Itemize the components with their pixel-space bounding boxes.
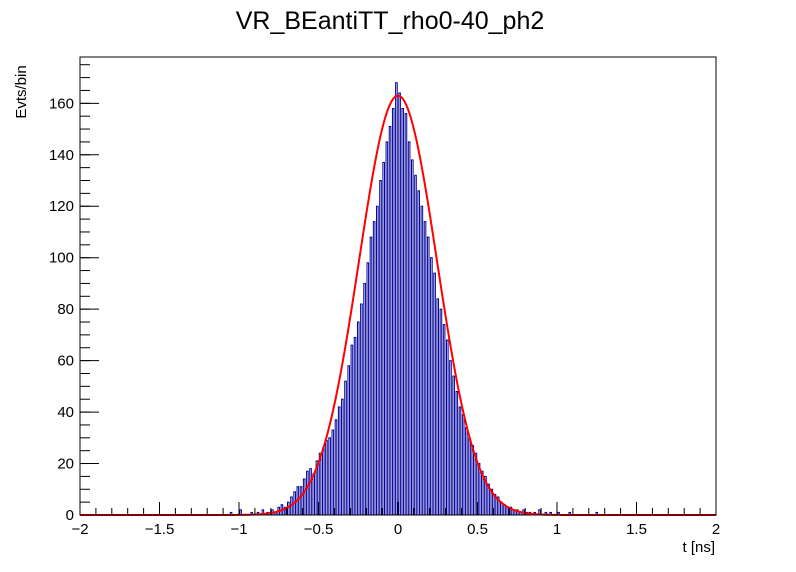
histogram-bin-56 (430, 257, 433, 516)
x-tick-label: 1 (553, 521, 561, 538)
histogram-bin-67 (465, 427, 468, 516)
histogram-bin-61 (446, 339, 449, 516)
histogram-bin-35 (363, 282, 366, 516)
histogram-bin-68 (468, 437, 471, 516)
y-tick-label: 40 (57, 404, 74, 421)
histogram-bin-41 (382, 161, 385, 516)
y-tick-label: 80 (57, 301, 74, 318)
histogram-bin-44 (391, 107, 395, 516)
x-tick-label: 1.5 (626, 521, 647, 538)
histogram-bin-62 (449, 360, 452, 516)
histogram-bin-32 (353, 336, 357, 516)
histogram-bin-16 (302, 478, 306, 516)
x-tick-label: −1 (230, 521, 247, 538)
histogram-bin-54 (423, 221, 427, 516)
histogram-bin-45 (395, 82, 398, 516)
histogram-bin-69 (471, 445, 475, 516)
histogram-bin-43 (388, 125, 392, 516)
histogram-bin-71 (477, 463, 481, 516)
y-tick-label: 140 (49, 147, 74, 164)
histogram-bin-23 (325, 439, 328, 516)
y-tick-label: 120 (49, 198, 74, 215)
histogram-bin-11 (287, 501, 290, 516)
histogram-bin-46 (398, 92, 401, 516)
histogram-bin-30 (347, 365, 351, 516)
histogram-bin-38 (372, 221, 376, 516)
x-tick-label: 0.5 (467, 521, 488, 538)
histogram-bin-28 (341, 398, 344, 516)
x-tick-label: 2 (712, 521, 720, 538)
plot-frame (79, 56, 717, 516)
fit-curve (80, 94, 716, 516)
x-axis-title: t [ns] (682, 539, 715, 556)
histogram-bin-53 (420, 205, 424, 516)
histogram-bin-29 (344, 380, 347, 516)
histogram-bin-22 (321, 447, 325, 516)
histogram-bin-19 (312, 473, 316, 516)
x-tick-label: 0 (394, 521, 402, 538)
histogram-bin-42 (385, 141, 389, 516)
x-tick-label: −1.5 (145, 521, 175, 538)
histogram-bin-17 (306, 470, 309, 516)
histogram-bin-26 (334, 419, 338, 516)
histogram-bin-66 (461, 414, 465, 516)
x-tick-label: −0.5 (304, 521, 334, 538)
histogram-bin-64 (455, 390, 459, 516)
histogram-bin-18 (309, 468, 312, 516)
histogram-bin-51 (414, 174, 417, 516)
histogram-bin-40 (379, 180, 382, 516)
histogram-bin-39 (376, 205, 379, 516)
histogram-bin-37 (369, 236, 373, 516)
histogram-bin-15 (299, 486, 303, 516)
histogram-bin-49 (407, 141, 411, 516)
y-axis-title: Evts/bin (13, 65, 30, 118)
chart-title: VR_BEantiTT_rho0-40_ph2 (236, 7, 545, 35)
histogram-bin-60 (442, 324, 446, 516)
histogram-bin-59 (439, 308, 443, 516)
y-tick-label: 60 (57, 353, 74, 370)
histogram-bin-25 (331, 429, 335, 516)
y-tick-label: 0 (66, 507, 74, 524)
histogram-bin-65 (458, 406, 462, 516)
histogram-bin-58 (436, 298, 440, 516)
histogram-bin-33 (356, 321, 360, 516)
y-tick-label: 160 (49, 95, 74, 112)
histogram-bin-50 (411, 159, 414, 516)
histogram-bin-55 (426, 236, 430, 516)
histogram-bin-27 (337, 406, 341, 516)
histogram-bin-48 (404, 113, 408, 516)
axes: −2 −1.5 −1 −0.5 0 0.5 1 1.5 20204060801001201401… (49, 64, 720, 538)
histogram-bin-52 (417, 190, 420, 516)
histogram-bin-47 (401, 107, 405, 516)
histogram-bin-34 (360, 303, 363, 516)
histogram-bin-57 (433, 272, 436, 516)
plot-area (80, 82, 716, 516)
x-tick-label: −2 (71, 521, 88, 538)
histogram-bin-63 (452, 375, 455, 516)
y-tick-label: 100 (49, 250, 74, 267)
histogram-bin-31 (350, 344, 354, 516)
histogram-bin-24 (328, 437, 331, 516)
histogram-bin-36 (366, 262, 370, 516)
y-tick-label: 20 (57, 456, 74, 473)
